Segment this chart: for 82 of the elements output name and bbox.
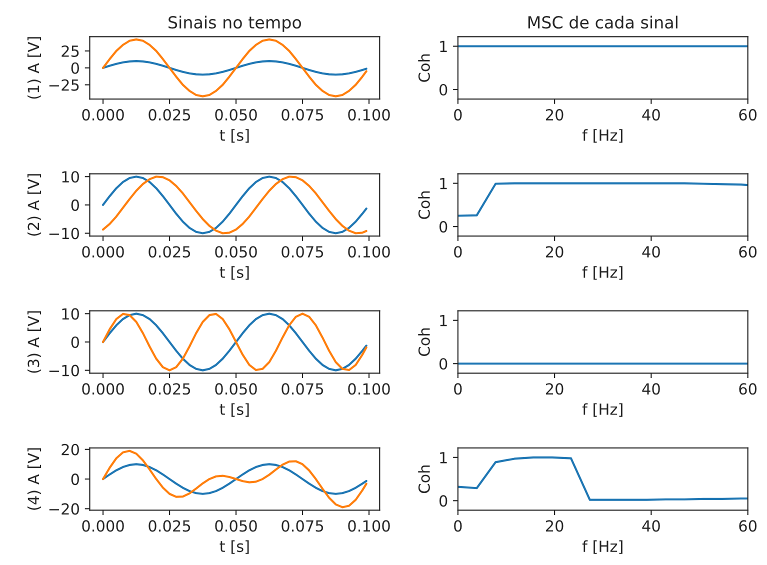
x-tick-label: 0 — [454, 109, 462, 121]
x-axis-title: f [Hz] — [582, 266, 622, 280]
x-tick-label: 0.100 — [348, 246, 390, 258]
x-axis-title: t [s] — [220, 129, 249, 143]
y-tick-label: 0 — [439, 221, 448, 233]
y-tick-label: 1 — [440, 452, 447, 464]
y-tick-label: −10 — [49, 228, 79, 240]
y-tick-label: 0 — [71, 474, 79, 486]
x-tick-label: 0.050 — [215, 520, 257, 532]
y-axis-title: (1) A [V] — [27, 37, 42, 99]
x-tick-label: 0.025 — [148, 109, 190, 121]
line-series — [102, 463, 368, 495]
y-tick-label: 25 — [62, 45, 79, 57]
y-axis-title: (3) A [V] — [27, 311, 42, 373]
y-tick-label: −10 — [49, 364, 79, 376]
y-tick-label: 20 — [62, 444, 79, 456]
x-tick-label: 0.025 — [148, 383, 190, 395]
y-tick-label: 0 — [439, 84, 448, 96]
chart-title: MSC de cada sinal — [528, 16, 678, 29]
x-axis-title: f [Hz] — [582, 403, 622, 417]
x-tick-label: 0.075 — [282, 383, 324, 395]
x-axis-title: t [s] — [220, 403, 249, 417]
y-axis-title: Coh — [418, 191, 430, 219]
x-tick-label: 0.000 — [82, 109, 124, 121]
x-tick-label: 0.100 — [348, 520, 390, 532]
line-series — [458, 182, 748, 217]
x-tick-label: 60 — [739, 109, 757, 121]
x-tick-label: 60 — [739, 246, 757, 258]
x-axis-title: f [Hz] — [582, 129, 622, 143]
y-axis-title: Coh — [418, 328, 430, 356]
x-tick-label: 0.050 — [215, 246, 257, 258]
x-axis-title: t [s] — [220, 266, 249, 280]
x-tick-label: 40 — [642, 246, 660, 258]
y-tick-label: 10 — [62, 171, 79, 183]
x-tick-label: 0.000 — [82, 246, 124, 258]
line-series — [102, 60, 368, 76]
y-tick-label: 1 — [440, 40, 447, 52]
x-tick-label: 20 — [546, 383, 564, 395]
y-axis-title: Coh — [418, 54, 430, 82]
x-tick-label: 60 — [739, 520, 757, 532]
x-tick-label: 0.075 — [282, 520, 324, 532]
x-tick-label: 0 — [454, 520, 462, 532]
x-tick-label: 40 — [642, 109, 660, 121]
y-tick-label: 0 — [71, 199, 79, 211]
line-series — [102, 176, 368, 234]
x-tick-label: 0 — [454, 383, 462, 395]
x-tick-label: 0.075 — [282, 109, 324, 121]
y-tick-label: −25 — [49, 79, 79, 91]
line-series — [102, 312, 368, 372]
x-tick-label: 0.025 — [148, 520, 190, 532]
x-axis-title: f [Hz] — [582, 540, 622, 554]
x-tick-label: 20 — [546, 246, 564, 258]
x-tick-label: 20 — [546, 520, 564, 532]
x-tick-label: 40 — [642, 520, 660, 532]
x-tick-label: 0.100 — [348, 383, 390, 395]
y-axis-title: (2) A [V] — [27, 174, 42, 236]
y-tick-label: 0 — [71, 336, 79, 348]
line-series — [458, 456, 748, 501]
x-tick-label: 0.000 — [82, 383, 124, 395]
x-axis-title: t [s] — [220, 540, 249, 554]
y-tick-label: 10 — [62, 308, 79, 320]
y-tick-label: 1 — [440, 315, 447, 326]
x-tick-label: 0.100 — [348, 109, 390, 121]
x-tick-label: 40 — [642, 383, 660, 395]
x-tick-label: 0.050 — [215, 383, 257, 395]
y-tick-label: 0 — [71, 62, 79, 74]
line-series — [102, 38, 368, 98]
chart-title: Sinais no tempo — [168, 16, 302, 32]
y-tick-label: 1 — [440, 178, 447, 190]
y-tick-label: −20 — [49, 503, 79, 515]
x-tick-label: 0.025 — [148, 246, 190, 258]
y-axis-title: Coh — [418, 465, 430, 494]
x-tick-label: 0 — [454, 246, 462, 258]
x-tick-label: 0.075 — [282, 246, 324, 258]
y-tick-label: 0 — [439, 358, 448, 370]
x-tick-label: 0.000 — [82, 520, 124, 532]
x-tick-label: 60 — [739, 383, 757, 395]
x-tick-label: 20 — [546, 109, 564, 121]
x-tick-label: 0.050 — [215, 109, 257, 121]
y-axis-title: (4) A [V] — [27, 448, 42, 510]
line-series — [102, 450, 368, 508]
y-tick-label: 0 — [439, 495, 448, 507]
